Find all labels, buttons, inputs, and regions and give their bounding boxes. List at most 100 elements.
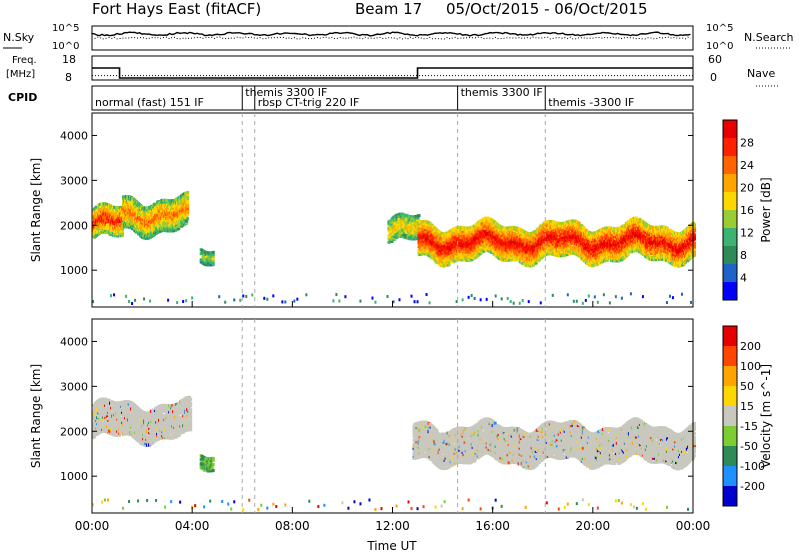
- power-cell: [452, 239, 456, 243]
- power-cell: [116, 210, 120, 214]
- power-cell: [163, 208, 167, 212]
- power-cell: [178, 212, 182, 216]
- power-cell: [186, 205, 190, 209]
- power-cell: [167, 209, 171, 213]
- power-cell: [173, 210, 177, 214]
- power-cell: [113, 207, 117, 211]
- power-cell: [463, 246, 467, 250]
- power-cell: [158, 225, 162, 229]
- power-cell: [126, 225, 130, 229]
- power-cell: [106, 209, 110, 213]
- power-cell: [174, 218, 178, 222]
- power-cell: [162, 198, 166, 202]
- power-cell: [451, 232, 455, 236]
- power-cell: [102, 204, 106, 208]
- power-cell: [462, 248, 466, 252]
- power-cell: [402, 229, 406, 233]
- power-cell: [398, 228, 402, 232]
- power-cell: [395, 233, 399, 237]
- power-cell: [141, 223, 145, 227]
- power-cell: [129, 199, 133, 203]
- power-cell: [119, 215, 123, 219]
- power-cell: [446, 233, 450, 237]
- power-cell: [184, 195, 188, 199]
- power-cell: [423, 246, 427, 250]
- power-cell: [468, 236, 472, 240]
- power-cell: [104, 214, 108, 218]
- power-cell: [115, 228, 119, 232]
- power-cell: [157, 218, 161, 222]
- nsky-frame: [91, 25, 694, 51]
- power-cell: [145, 224, 149, 228]
- power-cell: [169, 201, 173, 205]
- power-cell: [401, 212, 405, 216]
- power-cell: [470, 255, 474, 259]
- power-cell: [121, 227, 125, 231]
- power-cell: [186, 196, 190, 200]
- power-cell: [121, 233, 125, 237]
- power-cell: [186, 201, 190, 205]
- power-cell: [129, 226, 133, 230]
- power-cell: [186, 192, 190, 196]
- power-cell: [184, 201, 188, 205]
- power-cell: [148, 230, 152, 234]
- power-cell: [173, 200, 177, 204]
- power-cell: [100, 224, 104, 228]
- power-cell: [153, 232, 157, 236]
- power-cell: [186, 190, 190, 194]
- freq-panel: Freq. [MHz] 18 8 60 0 Nave: [6, 53, 780, 87]
- power-cell: [116, 208, 120, 212]
- power-cell: [114, 210, 118, 214]
- power-cell: [172, 209, 176, 213]
- power-cell: [412, 225, 416, 229]
- nsearch-tick-bottom: 10^0: [706, 41, 733, 52]
- power-cell: [186, 207, 190, 211]
- freq-tick-low: 8: [65, 71, 72, 84]
- power-cell: [402, 233, 406, 237]
- power-cell: [441, 252, 445, 256]
- power-cell: [127, 203, 131, 207]
- power-cell: [211, 250, 215, 254]
- power-cell: [168, 203, 172, 207]
- power-cell: [123, 219, 127, 223]
- power-cell: [446, 241, 450, 245]
- power-cell: [114, 226, 118, 230]
- power-cell: [419, 222, 423, 226]
- freq-label-line1: Freq.: [12, 55, 37, 66]
- power-cell: [461, 246, 465, 250]
- power-cell: [467, 232, 471, 236]
- power-cell: [144, 208, 148, 212]
- power-cell: [141, 227, 145, 231]
- power-cell: [467, 256, 471, 260]
- power-cell: [211, 260, 215, 264]
- power-cell: [404, 229, 408, 233]
- power-cell: [459, 225, 463, 229]
- power-cell: [118, 210, 122, 214]
- power-cell: [98, 215, 102, 219]
- power-cell: [446, 243, 450, 247]
- power-cell: [419, 234, 423, 238]
- power-cell: [162, 218, 166, 222]
- power-cell: [438, 237, 442, 241]
- nsearch-trace: [91, 36, 691, 40]
- power-cell: [147, 214, 151, 218]
- power-cell: [110, 229, 114, 233]
- power-cell: [464, 256, 468, 260]
- power-cell: [172, 198, 176, 202]
- power-cell: [420, 240, 424, 244]
- power-cell: [123, 209, 127, 213]
- power-cell: [121, 223, 125, 227]
- power-cell: [98, 223, 102, 227]
- power-cell: [423, 223, 427, 227]
- power-cell: [140, 204, 144, 208]
- power-cell: [211, 256, 215, 260]
- power-cell: [106, 211, 110, 215]
- power-cell: [410, 217, 414, 221]
- power-cell: [110, 233, 114, 237]
- power-cell: [110, 208, 114, 212]
- power-cell: [209, 251, 213, 255]
- power-cell: [452, 241, 456, 245]
- nsearch-tick-top: 10^5: [706, 23, 733, 34]
